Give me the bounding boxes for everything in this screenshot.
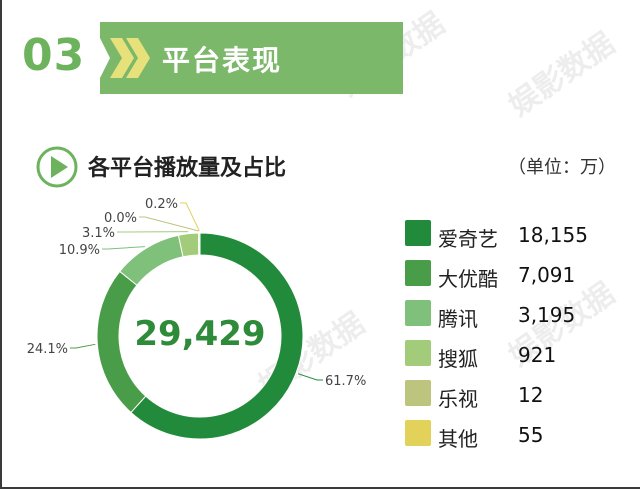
legend-value: 55: [518, 423, 544, 447]
legend-name: 腾讯: [438, 307, 478, 331]
leader-line-5: [180, 202, 200, 232]
legend-name: 乐视: [438, 387, 478, 411]
leader-line-0: [297, 373, 323, 381]
legend-item-other: 其他 55: [405, 418, 625, 451]
chart-title: 各平台播放量及占比: [88, 156, 287, 181]
legend-name: 大优酷: [438, 267, 498, 291]
legend-value: 921: [518, 343, 557, 367]
frame-bottom-border: [0, 487, 640, 489]
legend-value: 3,195: [518, 303, 576, 327]
double-chevron-icon: [110, 38, 150, 78]
legend-item-letv: 乐视 12: [405, 378, 625, 411]
legend-item-iqiyi: 爱奇艺 18,155: [405, 218, 625, 251]
percent-label-4: 0.0%: [104, 211, 137, 226]
legend-item-youku: 大优酷 7,091: [405, 258, 625, 291]
unit-label: （单位：万）: [508, 157, 616, 178]
section-banner: [100, 22, 403, 94]
donut-slice-0: [130, 232, 304, 440]
leader-line-4: [139, 216, 199, 232]
legend-swatch: [405, 220, 431, 246]
total-value: 29,429: [134, 314, 266, 354]
legend-name: 爱奇艺: [438, 227, 498, 251]
percent-label-1: 24.1%: [27, 342, 68, 357]
legend-item-tencent: 腾讯 3,195: [405, 298, 625, 331]
legend-swatch: [405, 260, 431, 286]
leader-line-2: [102, 246, 145, 250]
legend-swatch: [405, 420, 431, 446]
legend-item-sohu: 搜狐 921: [405, 338, 625, 371]
percent-label-0: 61.7%: [325, 374, 366, 389]
section-title: 平台表现: [162, 44, 283, 77]
legend-swatch: [405, 340, 431, 366]
legend-value: 12: [518, 383, 544, 407]
leader-line-1: [70, 343, 96, 349]
legend-name: 其他: [438, 427, 478, 451]
legend-name: 搜狐: [438, 347, 478, 371]
percent-label-2: 10.9%: [59, 243, 100, 258]
legend-value: 7,091: [518, 263, 576, 287]
section-number: 03: [22, 30, 86, 81]
banner-notch: [92, 22, 110, 94]
legend-value: 18,155: [518, 223, 588, 247]
percent-label-5: 0.2%: [145, 197, 178, 212]
frame-left-border: [0, 0, 2, 489]
legend-swatch: [405, 380, 431, 406]
play-icon: [36, 146, 78, 188]
legend-swatch: [405, 300, 431, 326]
donut-slice-5: [198, 232, 201, 256]
percent-label-3: 3.1%: [82, 226, 115, 241]
donut-slice-2: [119, 234, 184, 286]
